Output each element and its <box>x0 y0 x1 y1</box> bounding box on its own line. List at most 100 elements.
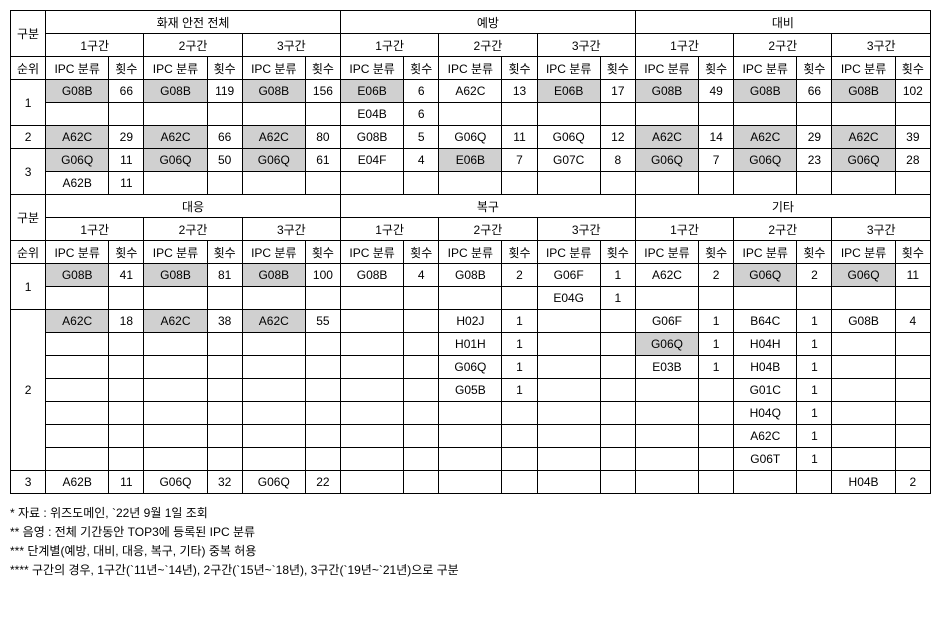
header-count: 횟수 <box>502 57 537 80</box>
ipc-cell <box>46 425 109 448</box>
header-seg: 3구간 <box>242 34 340 57</box>
count-cell <box>600 448 635 471</box>
count-cell <box>502 103 537 126</box>
count-cell <box>600 471 635 494</box>
header-ipc: IPC 분류 <box>537 57 600 80</box>
ipc-cell <box>832 448 895 471</box>
count-cell: 23 <box>797 149 832 172</box>
count-cell <box>699 402 734 425</box>
ipc-cell: G06F <box>635 310 698 333</box>
ipc-cell: H04Q <box>734 402 797 425</box>
header-count: 횟수 <box>207 241 242 264</box>
header-ipc: IPC 분류 <box>340 241 403 264</box>
header-ipc: IPC 분류 <box>242 57 305 80</box>
count-cell: 11 <box>109 149 144 172</box>
ipc-cell <box>537 471 600 494</box>
count-cell <box>305 425 340 448</box>
count-cell: 1 <box>699 333 734 356</box>
header-ipc: IPC 분류 <box>340 57 403 80</box>
count-cell <box>109 356 144 379</box>
ipc-cell <box>635 402 698 425</box>
count-cell <box>404 287 439 310</box>
footnote: *** 단계별(예방, 대비, 대응, 복구, 기타) 중복 허용 <box>10 542 931 560</box>
header-seg: 1구간 <box>635 218 733 241</box>
header-ipc: IPC 분류 <box>439 57 502 80</box>
ipc-cell: G08B <box>635 80 698 103</box>
ipc-cell: E06B <box>537 80 600 103</box>
count-cell <box>797 172 832 195</box>
ipc-cell: A62C <box>635 126 698 149</box>
header-ipc: IPC 분류 <box>635 57 698 80</box>
ipc-cell: H02J <box>439 310 502 333</box>
ipc-cell <box>439 448 502 471</box>
header-count: 횟수 <box>109 241 144 264</box>
ipc-cell <box>635 471 698 494</box>
header-seg: 2구간 <box>439 218 537 241</box>
ipc-cell <box>144 333 207 356</box>
count-cell: 61 <box>305 149 340 172</box>
count-cell: 1 <box>600 264 635 287</box>
ipc-cell <box>144 172 207 195</box>
header-section: 예방 <box>340 11 635 34</box>
header-count: 횟수 <box>207 57 242 80</box>
ipc-cell: A62C <box>635 264 698 287</box>
header-seg: 2구간 <box>144 218 242 241</box>
ipc-cell: G06Q <box>832 149 895 172</box>
count-cell <box>404 402 439 425</box>
ipc-cell <box>340 172 403 195</box>
header-seg: 2구간 <box>734 34 832 57</box>
count-cell: 13 <box>502 80 537 103</box>
count-cell <box>895 379 930 402</box>
header-ipc: IPC 분류 <box>832 57 895 80</box>
header-seg: 3구간 <box>832 34 931 57</box>
ipc-cell: G08B <box>242 264 305 287</box>
count-cell: 12 <box>600 126 635 149</box>
count-cell: 11 <box>109 172 144 195</box>
ipc-cell <box>734 172 797 195</box>
ipc-cell: H04B <box>832 471 895 494</box>
ipc-cell <box>242 402 305 425</box>
count-cell: 6 <box>404 80 439 103</box>
count-cell <box>305 333 340 356</box>
count-cell <box>305 103 340 126</box>
ipc-cell: G06T <box>734 448 797 471</box>
ipc-cell <box>832 356 895 379</box>
header-ipc: IPC 분류 <box>46 57 109 80</box>
count-cell: 18 <box>109 310 144 333</box>
header-count: 횟수 <box>305 241 340 264</box>
count-cell: 2 <box>502 264 537 287</box>
count-cell: 119 <box>207 80 242 103</box>
header-section: 대응 <box>46 195 341 218</box>
count-cell: 1 <box>797 379 832 402</box>
ipc-cell: E03B <box>635 356 698 379</box>
ipc-cell <box>144 356 207 379</box>
count-cell: 1 <box>502 379 537 402</box>
ipc-cell: G01C <box>734 379 797 402</box>
header-count: 횟수 <box>895 57 930 80</box>
rank-cell: 3 <box>11 149 46 195</box>
header-ipc: IPC 분류 <box>242 241 305 264</box>
count-cell <box>109 402 144 425</box>
header-ipc: IPC 분류 <box>734 241 797 264</box>
ipc-cell <box>635 425 698 448</box>
ipc-cell <box>340 379 403 402</box>
count-cell <box>699 172 734 195</box>
ipc-cell <box>439 471 502 494</box>
count-cell <box>502 402 537 425</box>
header-section: 대비 <box>635 11 930 34</box>
count-cell <box>207 379 242 402</box>
count-cell <box>305 448 340 471</box>
ipc-cell <box>734 103 797 126</box>
count-cell: 1 <box>502 310 537 333</box>
ipc-cell: E04F <box>340 149 403 172</box>
count-cell <box>207 448 242 471</box>
header-count: 횟수 <box>600 57 635 80</box>
rank-cell: 1 <box>11 264 46 310</box>
ipc-cell: G06Q <box>734 149 797 172</box>
count-cell <box>600 172 635 195</box>
header-seg: 1구간 <box>340 218 438 241</box>
count-cell <box>895 402 930 425</box>
ipc-cell <box>46 103 109 126</box>
ipc-cell <box>242 425 305 448</box>
count-cell: 2 <box>895 471 930 494</box>
